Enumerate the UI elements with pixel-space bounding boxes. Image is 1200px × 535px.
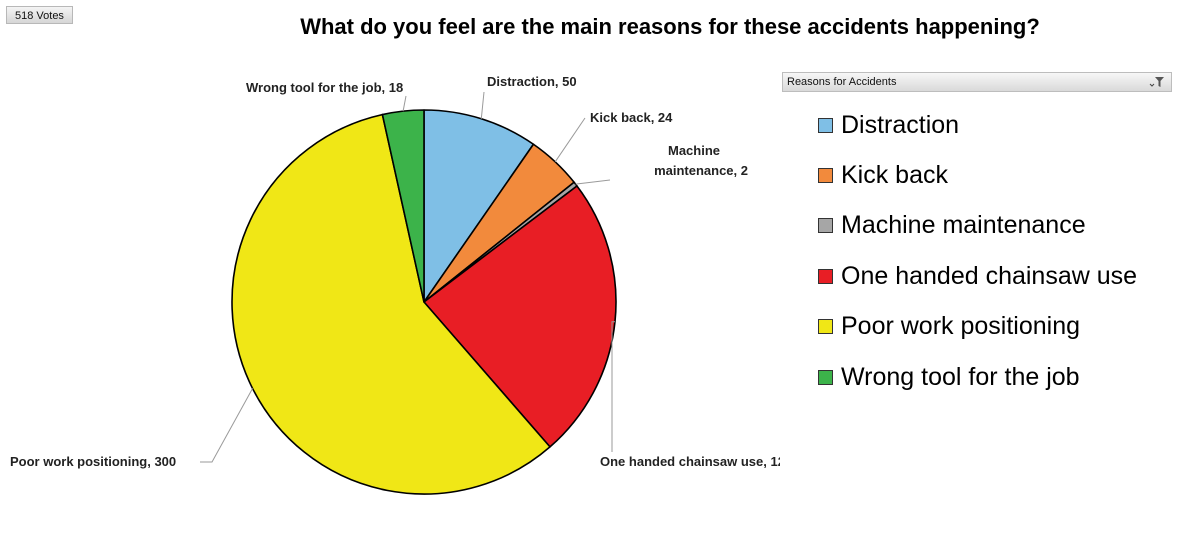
legend-swatch	[818, 168, 833, 184]
legend-swatch	[818, 319, 833, 335]
leader-line-distraction	[480, 91, 485, 119]
data-label-one-handed-chainsaw-use: One handed chainsaw use, 124	[600, 454, 780, 469]
legend-item-kick-back[interactable]: Kick back	[818, 150, 1137, 200]
legend-swatch	[818, 268, 833, 284]
data-label-poor-work-positioning: Poor work positioning, 300	[10, 454, 176, 469]
votes-badge: 518 Votes	[6, 6, 73, 24]
leader-line-kick-back	[554, 117, 586, 163]
chart-title: What do you feel are the main reasons fo…	[300, 14, 1040, 39]
data-label-wrong-tool-for-the-job: Wrong tool for the job, 18	[246, 80, 403, 95]
leader-line-machine-maintenance	[575, 179, 611, 185]
legend-swatch	[818, 117, 833, 133]
legend-label: One handed chainsaw use	[841, 261, 1138, 290]
legend-title: Reasons for Accidents	[787, 76, 897, 88]
pie-chart: Distraction, 50 Kick back, 24 Machine ma…	[10, 74, 780, 495]
leader-line-wrong-tool-for-the-job	[402, 95, 407, 112]
legend-item-distraction[interactable]: Distraction	[818, 100, 1137, 150]
legend-item-poor-work-positioning[interactable]: Poor work positioning	[818, 302, 1137, 352]
data-label-machine-maintenance-line1: Machine	[668, 143, 720, 158]
pie-slice-distraction[interactable]	[423, 109, 535, 303]
data-label-machine-maintenance-line2: maintenance, 2	[654, 163, 748, 178]
pie-leader-lines	[200, 91, 615, 463]
legend-item-wrong-tool-for-the-job[interactable]: Wrong tool for the job	[818, 352, 1137, 402]
legend-label: Machine maintenance	[841, 211, 1086, 240]
pie-slice-poor-work-positioning[interactable]	[231, 113, 551, 495]
pie-slice-wrong-tool-for-the-job[interactable]	[381, 109, 425, 303]
leader-line-one-handed-chainsaw-use	[611, 321, 615, 452]
pie-slices	[231, 109, 617, 495]
legend: Distraction Kick back Machine maintenanc…	[818, 100, 1137, 402]
legend-swatch	[818, 218, 833, 234]
leader-line-poor-work-positioning	[200, 388, 254, 463]
legend-item-machine-maintenance[interactable]: Machine maintenance	[818, 201, 1137, 251]
legend-swatch	[818, 369, 833, 385]
data-label-distraction: Distraction, 50	[487, 74, 577, 89]
legend-label: Distraction	[841, 110, 960, 139]
legend-filter-header[interactable]: Reasons for Accidents	[782, 72, 1172, 92]
legend-label: Wrong tool for the job	[841, 362, 1080, 391]
legend-label: Poor work positioning	[841, 312, 1081, 341]
data-label-kick-back: Kick back, 24	[590, 110, 673, 125]
legend-label: Kick back	[841, 161, 948, 190]
legend-item-one-handed-chainsaw-use[interactable]: One handed chainsaw use	[818, 251, 1137, 301]
filter-icon[interactable]	[1147, 76, 1165, 88]
